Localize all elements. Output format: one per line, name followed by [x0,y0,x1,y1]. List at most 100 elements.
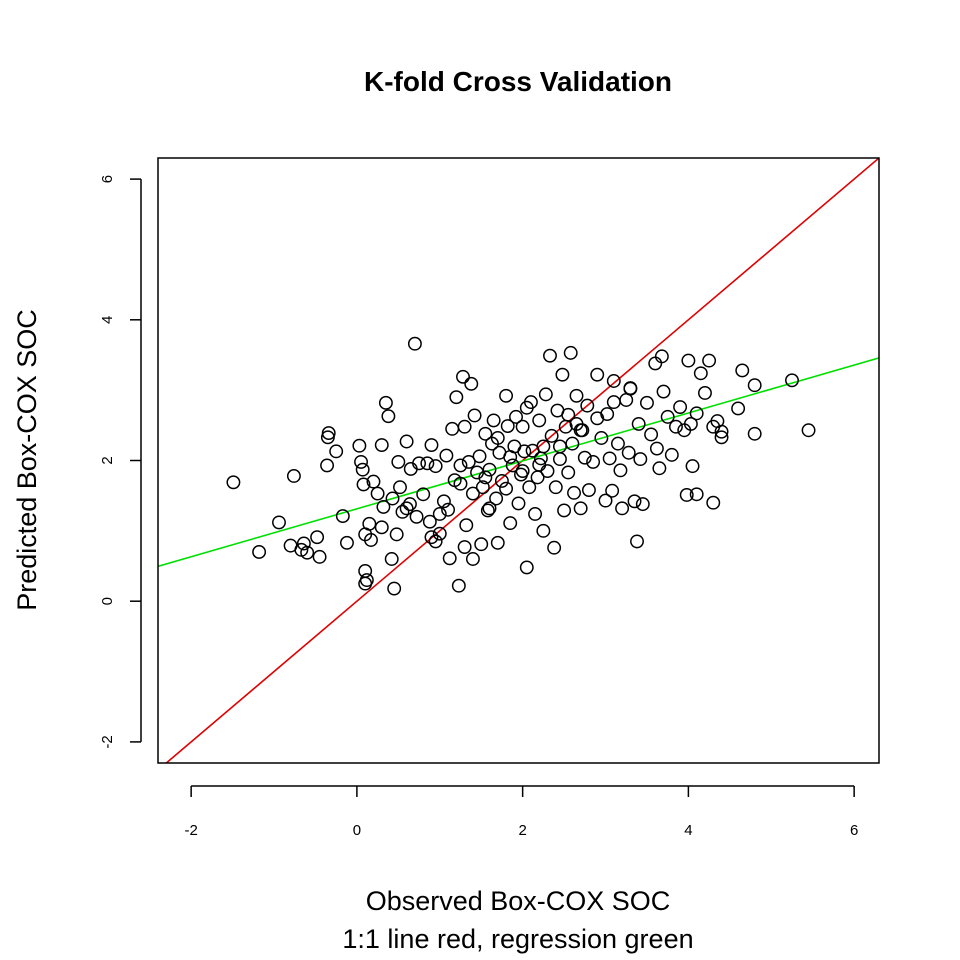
data-point [586,454,601,469]
data-point [515,464,530,479]
data-point [681,353,696,368]
data-point [272,515,286,530]
x-tick-label: 2 [518,822,526,839]
data-point [499,481,514,496]
data-point [428,459,443,474]
data-point [652,461,667,476]
data-point [615,501,630,516]
data-point [445,421,460,436]
data-point [515,419,530,434]
data-point [640,395,654,410]
data-point [544,428,559,443]
data-point [252,545,267,559]
data-point [555,367,570,382]
data-point [669,419,683,434]
data-point [577,450,592,465]
y-tick-label: 6 [99,175,116,183]
x-tick-label: 4 [684,822,692,839]
data-point [409,509,424,524]
data-point [747,378,762,393]
data-point [393,480,407,495]
data-point [552,452,567,467]
data-point [621,445,636,460]
data-point [569,416,584,431]
data-point [731,401,746,416]
data-point [391,454,406,469]
data-point [569,388,584,403]
data-point [630,534,644,549]
data-point [548,480,563,495]
data-point [286,469,301,483]
data-point [467,408,482,423]
data-point [511,496,526,511]
data-point [490,431,505,445]
data-point [424,438,439,452]
data-point [441,502,456,517]
data-point [567,485,581,500]
data-point [355,462,370,477]
data-point [664,447,679,462]
data-point [456,369,470,384]
data-point [598,493,613,508]
data-point [735,363,750,378]
data-point [424,530,439,545]
data-point [561,465,576,480]
data-point [633,452,648,467]
data-point [528,507,543,521]
data-point [389,527,404,542]
data-point [283,538,298,553]
data-point [714,430,729,445]
data-point [310,530,325,545]
data-point [590,367,605,382]
data-point [296,536,311,551]
data-point [395,504,410,519]
data-point [679,488,694,502]
x-tick-label: -2 [184,822,197,839]
x-axis-label: Observed Box-COX SOC [366,886,671,916]
data-point [432,507,447,521]
data-point [480,503,495,518]
data-point [522,480,537,495]
data-point [366,474,381,489]
data-point [402,497,417,512]
data-point [442,551,457,566]
plot-frame [157,157,880,764]
data-point [499,388,514,403]
x-axis: -2 0 2 4 6 [184,785,858,839]
data-point [656,384,671,399]
data-point [385,491,400,506]
data-point [660,409,675,424]
data-point [536,439,551,454]
y-axis-label: Predicted Box-COX SOC [12,309,42,611]
data-point [573,501,588,516]
data-point [459,518,474,533]
data-point [631,416,646,431]
data-point [457,540,472,554]
data-point [557,503,572,518]
data-point [532,413,547,428]
data-point [517,444,532,459]
data-point [552,439,567,454]
y-tick-label: 2 [99,456,116,464]
data-point [356,477,371,492]
data-point [362,516,377,531]
data-point [673,400,688,414]
data-point [449,390,464,405]
data-point [503,450,518,464]
data-point [403,461,418,476]
data-point [563,345,578,360]
data-point [376,499,391,514]
data-point [461,454,476,469]
y-tick-label: -2 [99,735,116,748]
data-point [693,366,708,381]
data-point [565,436,580,451]
data-point [519,400,534,415]
data-point [543,348,557,363]
data-point [465,486,480,501]
data-point [590,411,605,426]
data-point [340,535,354,550]
data-point [335,509,350,524]
data-point [602,451,617,466]
data-point [416,487,431,502]
data-point [354,454,368,469]
